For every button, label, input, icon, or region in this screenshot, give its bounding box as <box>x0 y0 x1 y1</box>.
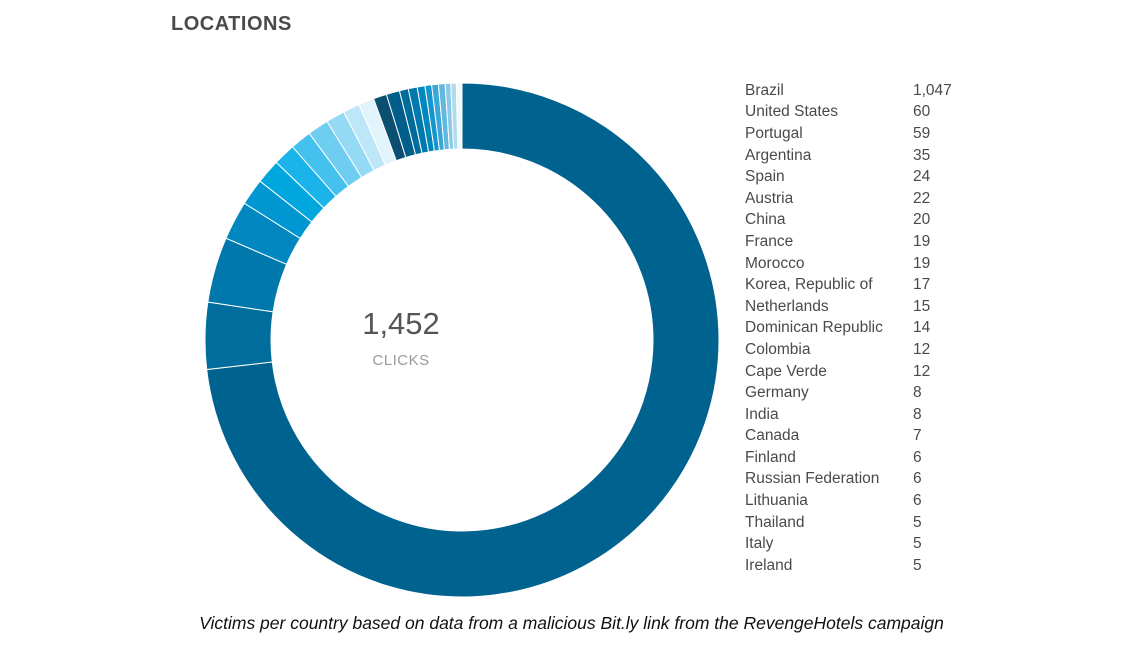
legend-row: Korea, Republic of 17 <box>745 274 952 296</box>
legend-row: Cape Verde 12 <box>745 361 952 383</box>
legend-row: Lithuania 6 <box>745 490 952 512</box>
legend-row: Austria 22 <box>745 188 952 210</box>
legend-count: 19 <box>913 254 931 272</box>
section-title: LOCATIONS <box>171 13 292 35</box>
legend-count: 8 <box>913 405 922 423</box>
legend-row: Thailand 5 <box>745 512 952 534</box>
legend-count: 7 <box>913 427 922 445</box>
legend-row: India 8 <box>745 404 952 426</box>
legend-country: Brazil <box>745 81 784 99</box>
legend-country: China <box>745 211 786 229</box>
legend-count: 20 <box>913 211 931 229</box>
legend-country: Colombia <box>745 340 811 358</box>
legend-country: Spain <box>745 168 785 186</box>
legend-row: Argentina 35 <box>745 145 952 167</box>
legend-count: 5 <box>913 513 922 531</box>
legend-row: Brazil 1,047 <box>745 80 952 102</box>
legend-count: 5 <box>913 556 922 574</box>
legend-row: France 19 <box>745 231 952 253</box>
legend-country: Portugal <box>745 124 803 142</box>
legend-country: United States <box>745 103 839 121</box>
legend-row: Germany 8 <box>745 382 952 404</box>
legend-count: 5 <box>913 535 922 553</box>
legend-country: France <box>745 232 794 250</box>
legend-country: Italy <box>745 535 774 553</box>
legend-count: 12 <box>913 340 931 358</box>
donut-slice-ireland <box>455 82 463 150</box>
legend-country: Russian Federation <box>745 470 880 488</box>
legend-row: Ireland 5 <box>745 555 952 577</box>
legend-row: United States 60 <box>745 102 952 124</box>
legend-country: India <box>745 405 779 423</box>
legend-row: Colombia 12 <box>745 339 952 361</box>
total-clicks: 1,452 <box>362 306 440 341</box>
legend-country: Austria <box>745 189 794 207</box>
legend-count: 6 <box>913 492 922 510</box>
legend-country: Germany <box>745 384 809 402</box>
legend-row: Canada 7 <box>745 426 952 448</box>
legend-row: Dominican Republic 14 <box>745 318 952 340</box>
donut-chart <box>204 82 720 598</box>
legend-country: Morocco <box>745 254 805 272</box>
legend-country: Korea, Republic of <box>745 276 873 294</box>
legend-country: Thailand <box>745 513 805 531</box>
legend-country: Cape Verde <box>745 362 827 380</box>
legend-row: Spain 24 <box>745 166 952 188</box>
legend-count: 22 <box>913 189 931 207</box>
legend: Brazil 1,047 United States 60 Portugal 59 Arge… <box>745 80 952 577</box>
legend-count: 6 <box>913 470 922 488</box>
legend-row: China 20 <box>745 210 952 232</box>
figure-caption: Victims per country based on data from a… <box>199 613 944 633</box>
legend-row: Italy 5 <box>745 533 952 555</box>
donut-slice-united-states <box>204 301 274 371</box>
legend-country: Dominican Republic <box>745 319 883 337</box>
legend-count: 35 <box>913 146 931 164</box>
legend-count: 17 <box>913 276 931 294</box>
legend-count: 14 <box>913 319 931 337</box>
clicks-label: CLICKS <box>372 352 430 369</box>
legend-country: Netherlands <box>745 297 829 315</box>
legend-row: Russian Federation 6 <box>745 469 952 491</box>
donut-slice-brazil <box>206 82 720 598</box>
legend-row: Finland 6 <box>745 447 952 469</box>
legend-country: Ireland <box>745 556 793 574</box>
legend-country: Lithuania <box>745 492 808 510</box>
legend-country: Canada <box>745 427 800 445</box>
legend-row: Portugal 59 <box>745 123 952 145</box>
legend-row: Morocco 19 <box>745 253 952 275</box>
legend-country: Finland <box>745 448 796 466</box>
legend-count: 8 <box>913 384 922 402</box>
legend-count: 6 <box>913 448 922 466</box>
legend-count: 60 <box>913 103 931 121</box>
legend-row: Netherlands 15 <box>745 296 952 318</box>
legend-count: 1,047 <box>913 81 952 99</box>
legend-count: 19 <box>913 232 931 250</box>
legend-count: 59 <box>913 124 931 142</box>
legend-count: 12 <box>913 362 931 380</box>
legend-count: 15 <box>913 297 931 315</box>
legend-count: 24 <box>913 168 931 186</box>
legend-country: Argentina <box>745 146 812 164</box>
